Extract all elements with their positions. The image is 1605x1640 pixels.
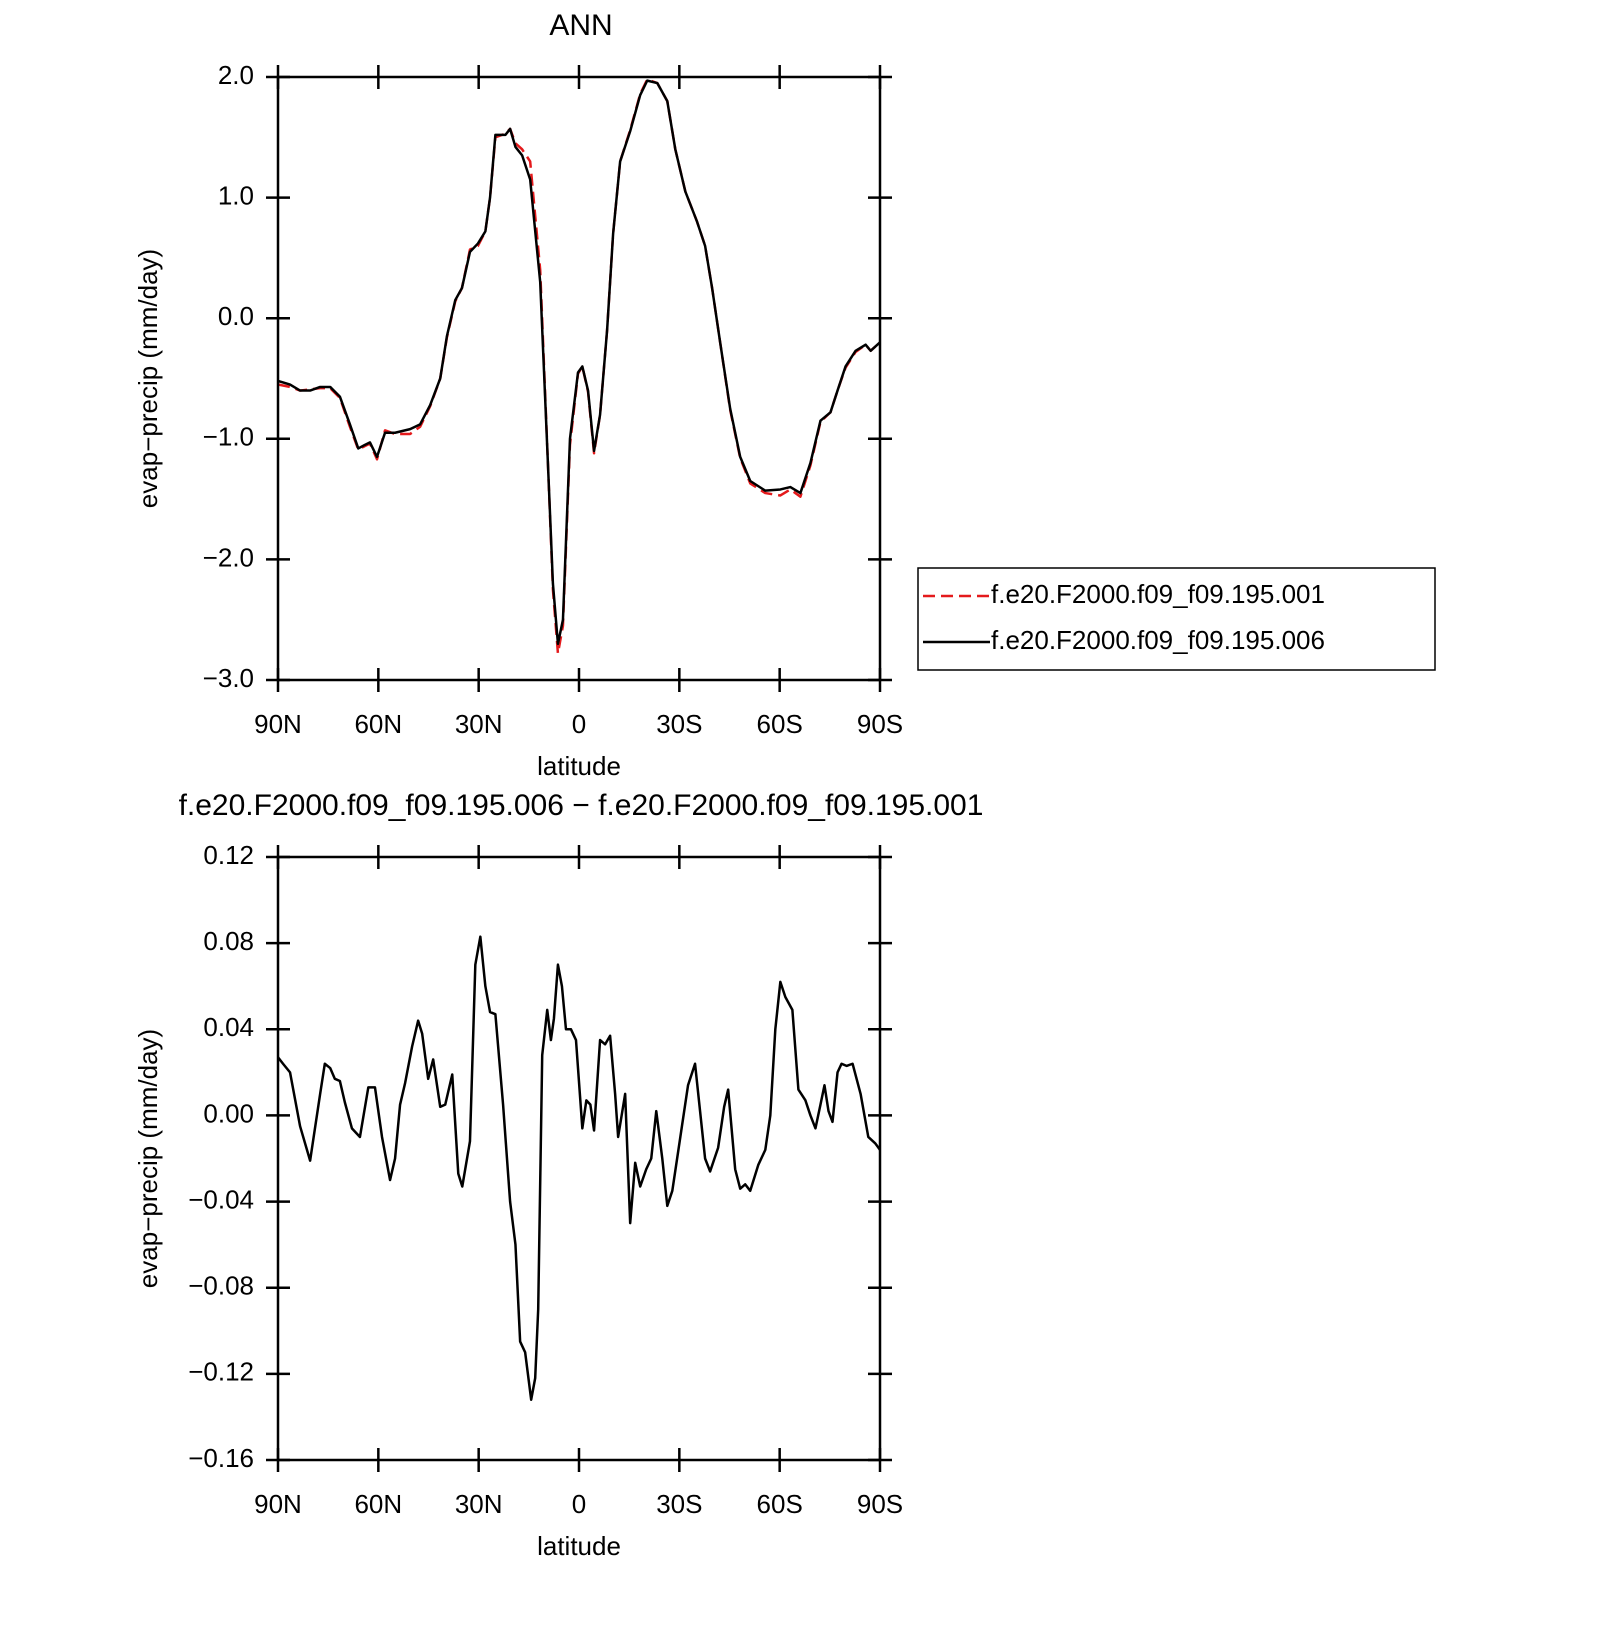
y-axis-label: evap−precip (mm/day) [133,249,163,508]
data-line [277,78,881,655]
y-tick-label: −0.08 [188,1271,254,1301]
legend-label: f.e20.F2000.f09_f09.195.001 [991,579,1325,609]
y-tick-label: −3.0 [203,663,254,693]
y-tick-label: 0.08 [203,926,254,956]
y-tick-label: 0.12 [203,840,254,870]
x-tick-label: 90N [254,709,302,739]
y-axis-label: evap−precip (mm/day) [133,1029,163,1288]
plot-frame [276,75,882,682]
x-tick-label: 90N [254,1489,302,1519]
plot-frame [276,855,882,1462]
x-axis-label: latitude [537,751,621,781]
y-tick-label: 2.0 [218,60,254,90]
legend-box [917,567,1436,671]
legend-label: f.e20.F2000.f09_f09.195.006 [991,625,1325,655]
x-tick-label: 30N [455,709,503,739]
y-tick-label: −0.04 [188,1184,254,1214]
x-tick-label: 90S [857,709,903,739]
x-tick-label: 60S [757,1489,803,1519]
y-tick-label: 1.0 [218,180,254,210]
x-tick-label: 60S [757,709,803,739]
y-tick-label: −0.12 [188,1357,254,1387]
x-tick-label: 0 [572,709,586,739]
x-axis-label: latitude [537,1531,621,1561]
y-tick-label: −0.16 [188,1443,254,1473]
chart-title: f.e20.F2000.f09_f09.195.006 − f.e20.F200… [179,789,984,822]
x-tick-label: 30S [656,709,702,739]
x-tick-label: 60N [354,709,402,739]
y-tick-label: 0.00 [203,1098,254,1128]
y-tick-label: −2.0 [203,542,254,572]
x-tick-label: 90S [857,1489,903,1519]
y-tick-label: 0.0 [218,301,254,331]
data-line [277,935,882,1401]
y-tick-label: −1.0 [203,422,254,452]
data-line [277,79,881,646]
x-tick-label: 0 [572,1489,586,1519]
x-tick-label: 30N [455,1489,503,1519]
y-tick-label: 0.04 [203,1012,254,1042]
chart-title: ANN [549,9,612,42]
x-tick-label: 30S [656,1489,702,1519]
x-tick-label: 60N [354,1489,402,1519]
